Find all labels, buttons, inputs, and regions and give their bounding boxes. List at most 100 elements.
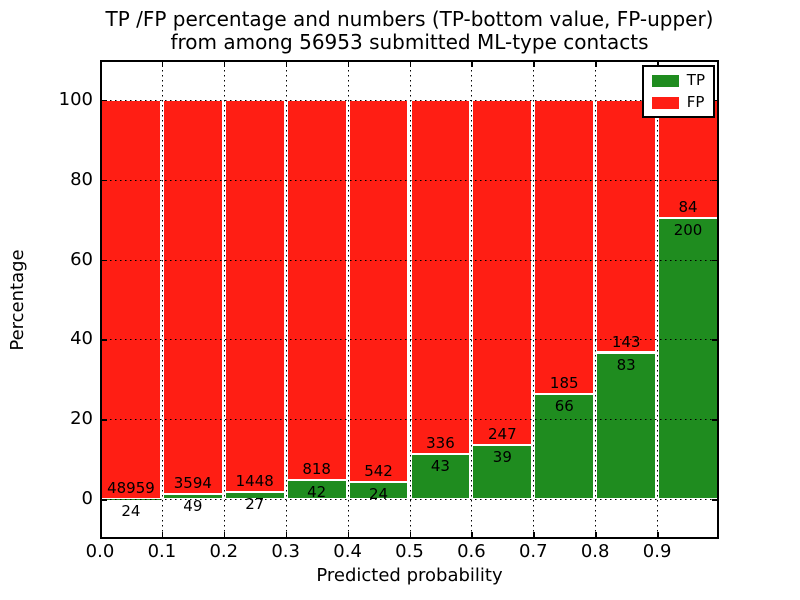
gridline-x-0.7 — [533, 60, 535, 539]
y-tick — [712, 339, 719, 341]
tp-count-label: 83 — [616, 355, 636, 374]
bar-tp-0.7-0.8 — [534, 394, 595, 499]
bar-tp-0.2-0.3 — [224, 491, 285, 500]
y-tick-label: 0 — [81, 488, 93, 510]
y-tick-label: 80 — [70, 168, 93, 190]
tp-count-label: 24 — [368, 485, 389, 504]
gridline-x-0.8 — [595, 60, 597, 539]
legend-label-tp: TP — [686, 71, 705, 89]
y-tick — [712, 259, 719, 262]
y-tick — [100, 99, 107, 102]
tp-count-label: 200 — [673, 221, 703, 239]
x-tick — [347, 60, 350, 67]
x-tick-label: 0.2 — [209, 541, 239, 562]
y-tick-label: 100 — [58, 88, 93, 110]
fp-count-label: 1448 — [235, 471, 274, 490]
x-tick — [285, 60, 288, 67]
bar-tp-0.5-0.6 — [410, 453, 471, 500]
y-tick — [100, 179, 107, 182]
tp-count-label: 42 — [307, 482, 327, 501]
bar-fp-0.0-0.1 — [101, 99, 161, 499]
x-tick — [285, 532, 288, 539]
bar-fp-0.2-0.3 — [224, 99, 285, 492]
x-tick — [409, 532, 411, 539]
fp-count-label: 185 — [549, 374, 579, 393]
bar-fp-0.5-0.6 — [410, 99, 471, 454]
plot-area: TP FP 48959 24 3594 49 1448 27 818 42 542 24 336 43 2… — [100, 60, 719, 539]
bar-fp-0.1-0.2 — [162, 99, 223, 494]
gridline-x-0.5 — [409, 60, 411, 539]
gridline-x-0.6 — [471, 60, 473, 539]
y-tick-label: 60 — [70, 248, 93, 270]
tp-count-label: 24 — [121, 501, 141, 520]
x-tick — [657, 532, 659, 539]
x-tick — [595, 532, 597, 539]
tp-count-label: 66 — [554, 397, 574, 416]
x-tick — [223, 532, 226, 539]
x-tick-label: 0.7 — [518, 541, 548, 562]
legend-swatch-tp-icon — [651, 74, 679, 87]
chart-title-line2: from among 56953 submitted ML-type conta… — [170, 30, 649, 54]
tp-count-label: 39 — [492, 447, 512, 466]
x-tick — [595, 60, 597, 67]
fp-count-label: 247 — [488, 424, 517, 443]
x-tick — [533, 60, 535, 67]
fp-count-label: 336 — [426, 433, 455, 452]
fp-count-label: 3594 — [173, 473, 212, 492]
y-tick — [100, 419, 107, 421]
bar-fp-0.6-0.7 — [472, 99, 533, 445]
x-tick — [657, 60, 659, 67]
y-tick — [712, 99, 719, 102]
fp-count-label: 48959 — [107, 478, 155, 497]
y-tick — [712, 499, 719, 501]
y-tick-label: 40 — [70, 328, 93, 350]
x-tick — [100, 532, 102, 539]
legend-entry-fp: FP — [651, 93, 705, 111]
bar-tp-0.1-0.2 — [162, 493, 223, 500]
x-tick-label: 0.9 — [642, 541, 672, 562]
x-tick — [409, 60, 411, 67]
x-tick-label: 0.8 — [580, 541, 610, 562]
bar-fp-0.3-0.4 — [286, 99, 347, 480]
y-tick — [100, 339, 107, 341]
x-tick — [471, 60, 473, 67]
fp-count-label: 818 — [302, 459, 331, 478]
bar-tp-0.3-0.4 — [286, 479, 347, 500]
bar-tp-0.8-0.9 — [596, 352, 657, 500]
gridline-x-0.9 — [657, 60, 659, 539]
x-tick-label: 0.6 — [457, 541, 486, 562]
y-tick-label: 20 — [70, 408, 93, 430]
fp-count-label: 143 — [611, 332, 641, 351]
bar-tp-0.6-0.7 — [472, 444, 533, 499]
legend-label-fp: FP — [686, 93, 705, 111]
gridline-x-0.1 — [161, 60, 163, 539]
x-tick — [223, 60, 226, 67]
bar-tp-0.4-0.5 — [348, 482, 409, 500]
tp-count-label: 43 — [430, 456, 450, 475]
y-tick — [712, 179, 719, 182]
bar-fp-0.4-0.5 — [348, 99, 409, 483]
x-tick-label: 0.5 — [395, 541, 424, 562]
x-axis-title: Predicted probability — [316, 565, 503, 586]
y-tick — [100, 499, 107, 501]
chart-title: TP /FP percentage and numbers (TP-bottom… — [100, 8, 719, 54]
fp-count-label: 542 — [364, 462, 393, 481]
bar-fp-0.7-0.8 — [534, 99, 595, 395]
legend: TP FP — [641, 65, 715, 118]
tp-count-label: 49 — [183, 496, 203, 515]
x-tick — [533, 532, 535, 539]
x-tick-label: 0.3 — [271, 541, 300, 562]
gridline-x-0.4 — [347, 60, 349, 539]
x-tick — [471, 532, 473, 539]
gridline-x-0.2 — [223, 60, 225, 539]
x-tick-label: 0.1 — [147, 541, 177, 562]
tp-count-label: 27 — [245, 494, 265, 513]
chart-title-line1: TP /FP percentage and numbers (TP-bottom… — [105, 7, 714, 31]
bar-fp-0.8-0.9 — [596, 99, 657, 353]
gridline-x-0.3 — [285, 60, 287, 539]
x-tick — [161, 532, 164, 539]
legend-entry-tp: TP — [651, 71, 705, 89]
y-axis-title: Percentage — [7, 249, 28, 351]
y-tick — [712, 419, 719, 421]
